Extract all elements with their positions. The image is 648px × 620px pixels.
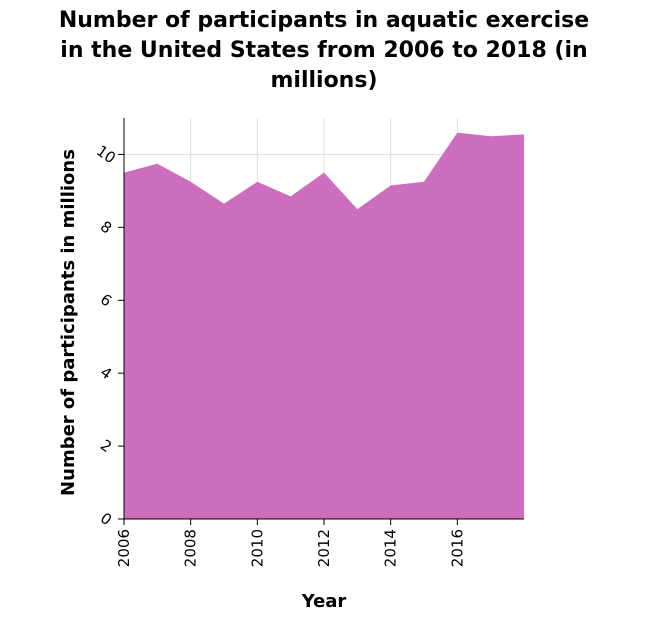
x-tick-label: 2006 <box>115 529 133 567</box>
y-tick-label: 2 <box>97 436 115 456</box>
y-tick-label: 4 <box>97 363 115 383</box>
x-axis-title: Year <box>301 591 347 612</box>
y-tick-label: 0 <box>97 509 115 529</box>
y-tick-label: 6 <box>97 290 115 310</box>
y-tick-label: 8 <box>97 217 115 237</box>
axes <box>118 118 524 525</box>
x-tick-label: 2008 <box>182 529 200 567</box>
y-tick-label: 10 <box>93 142 119 168</box>
y-axis-title: Number of participants in millions <box>58 149 79 496</box>
x-tick-label: 2014 <box>382 529 400 567</box>
series-area <box>124 132 524 519</box>
chart-title: Number of participants in aquatic exerci… <box>58 8 590 93</box>
x-tick-label: 2010 <box>248 529 266 567</box>
series-area-layer <box>123 132 525 519</box>
x-tick-label: 2012 <box>315 529 333 567</box>
x-tick-label: 2016 <box>448 529 466 567</box>
